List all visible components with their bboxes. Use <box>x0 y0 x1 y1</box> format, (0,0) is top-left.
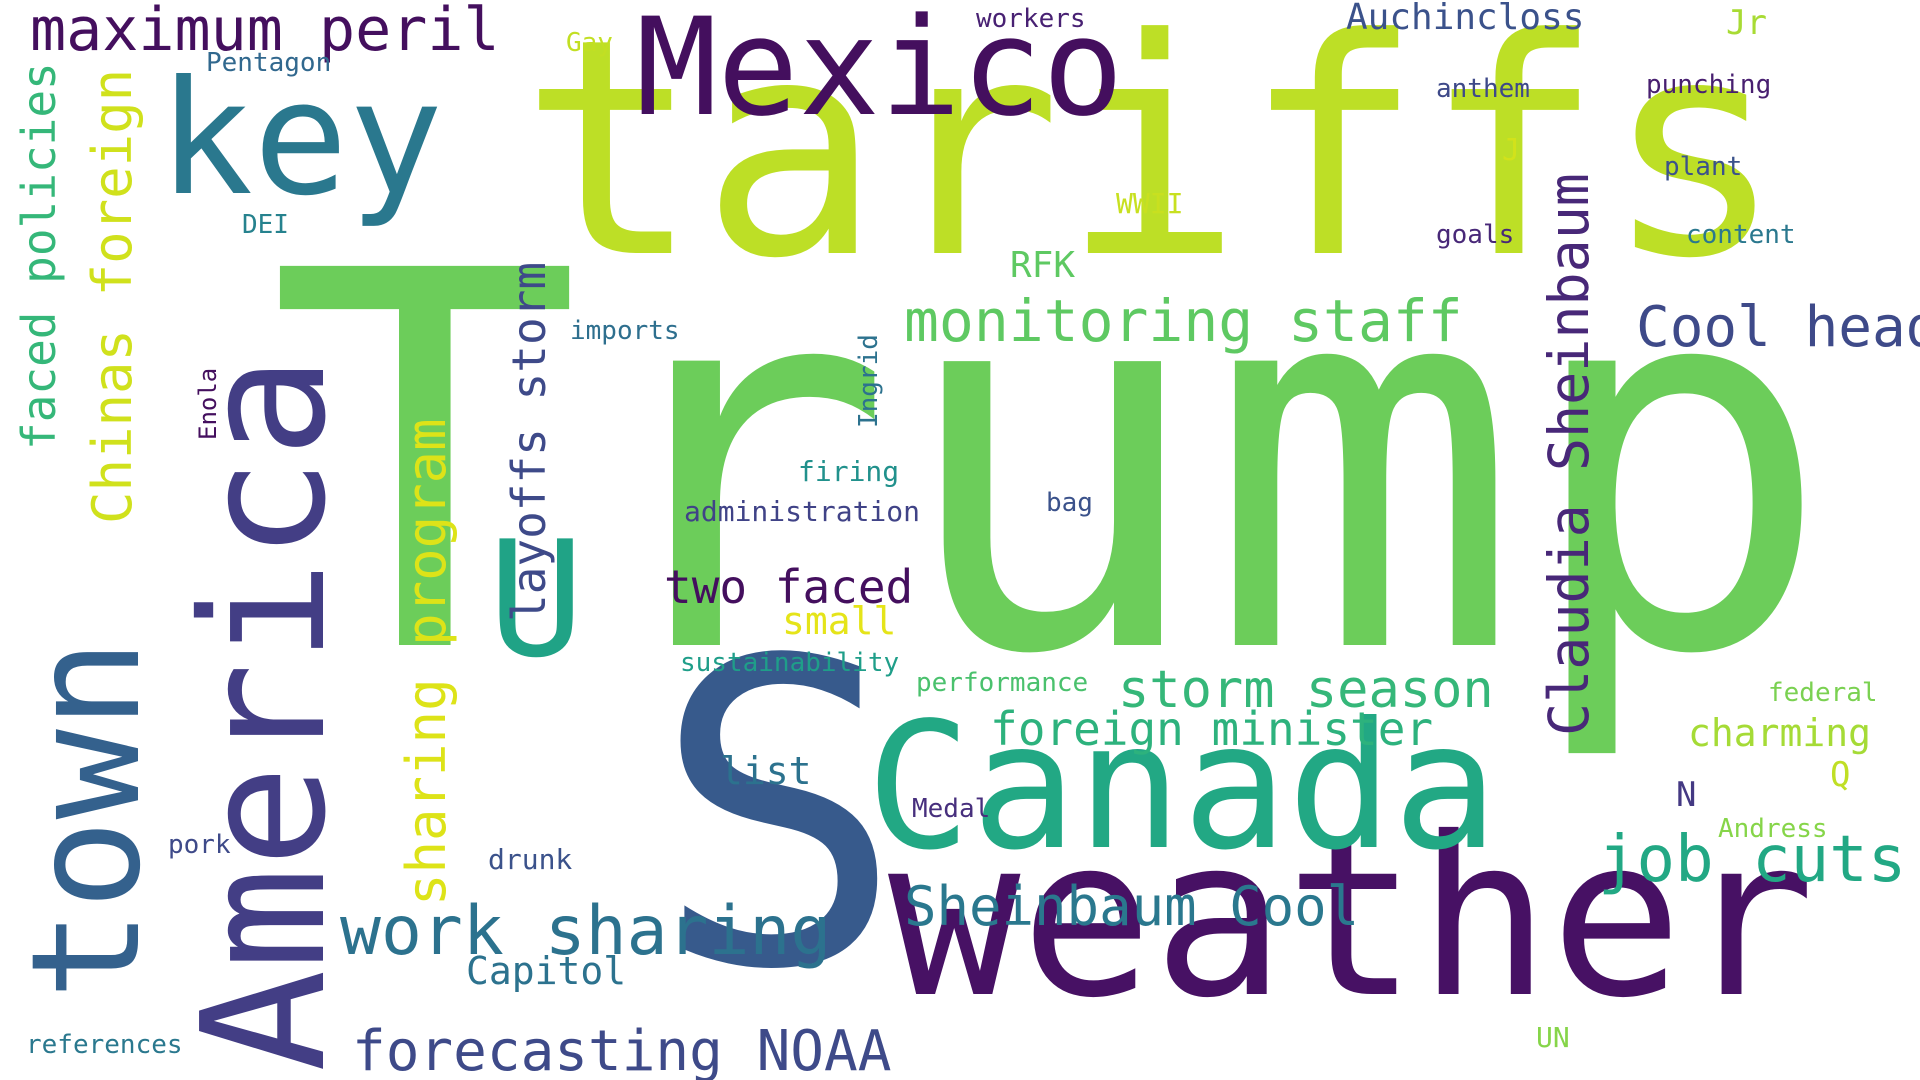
word-two-faced: two faced <box>664 560 914 614</box>
word-u: U <box>488 506 585 693</box>
word-weather: weather <box>888 790 1816 1046</box>
word-auchincloss: Auchincloss <box>1346 0 1585 38</box>
word-job-cuts: job cuts <box>1598 823 1907 897</box>
word-sustainability: sustainability <box>680 648 900 678</box>
word-j: J <box>1502 133 1521 168</box>
word-workers: workers <box>976 4 1086 34</box>
word-tariffs: tariffs <box>520 0 1785 324</box>
word-medal: Medal <box>912 794 991 824</box>
word-layoffs-storm: layoffs storm <box>502 261 556 622</box>
word-storm-season: storm season <box>1118 660 1494 720</box>
word-chinas-foreign: Chinas foreign <box>81 68 144 524</box>
word-small: small <box>782 599 897 643</box>
word-un: UN <box>1536 1021 1570 1054</box>
word-key: key <box>158 47 444 231</box>
word-punching: punching <box>1646 70 1772 100</box>
word-rfk: RFK <box>1010 245 1076 286</box>
word-work-sharing: work sharing <box>340 892 832 971</box>
word-mexico: Mexico <box>636 0 1124 146</box>
word-monitoring-staff: monitoring staff <box>904 287 1463 355</box>
word-andress: Andress <box>1718 814 1828 844</box>
word-s: S <box>652 573 905 1062</box>
word-town: town <box>0 638 174 1000</box>
word-plant: plant <box>1664 152 1743 182</box>
word-enola: Enola <box>194 367 222 440</box>
word-firing: firing <box>798 455 900 488</box>
word-claudia-sheinbaum: Claudia Sheinbaum <box>1537 173 1601 736</box>
word-ingrid: Ingrid <box>854 334 884 428</box>
word-jr: Jr <box>1726 3 1767 43</box>
word-sharing-program: sharing program <box>395 418 458 906</box>
word-cool-head: Cool head <box>1636 295 1920 360</box>
word-content: content <box>1686 220 1796 250</box>
word-dei: DEI <box>242 210 289 240</box>
word-maximum-peril: maximum peril <box>30 0 500 65</box>
word-trump: Trump <box>268 162 1834 768</box>
word-pentagon: Pentagon <box>206 48 332 78</box>
word-bag: bag <box>1046 488 1093 518</box>
word-faced-policies: faced policies <box>12 62 66 450</box>
word-administration: administration <box>684 495 921 528</box>
word-goals: goals <box>1436 220 1515 250</box>
word-forecasting-noaa: forecasting NOAA <box>352 1019 892 1080</box>
word-canada: Canada <box>866 686 1499 889</box>
word-charming: charming <box>1688 711 1872 755</box>
word-wwii: WWII <box>1116 187 1184 220</box>
word-references: references <box>26 1030 183 1060</box>
word-america: America <box>166 355 364 1072</box>
word-foreign-minister: foreign minister <box>990 702 1434 756</box>
word-capitol: Capitol <box>466 949 627 993</box>
word-imports: imports <box>570 316 680 346</box>
word-n: N <box>1676 775 1697 815</box>
word-q: Q <box>1830 755 1851 795</box>
word-drunk: drunk <box>488 843 573 876</box>
word-pork: pork <box>168 830 231 860</box>
word-performance: performance <box>916 668 1089 698</box>
word-list: list <box>720 749 812 793</box>
word-federal: federal <box>1768 678 1878 708</box>
word-anthem: anthem <box>1436 74 1530 104</box>
word-gay: Gay <box>566 28 613 58</box>
word-sheinbaum-cool: Sheinbaum Cool <box>904 875 1360 938</box>
